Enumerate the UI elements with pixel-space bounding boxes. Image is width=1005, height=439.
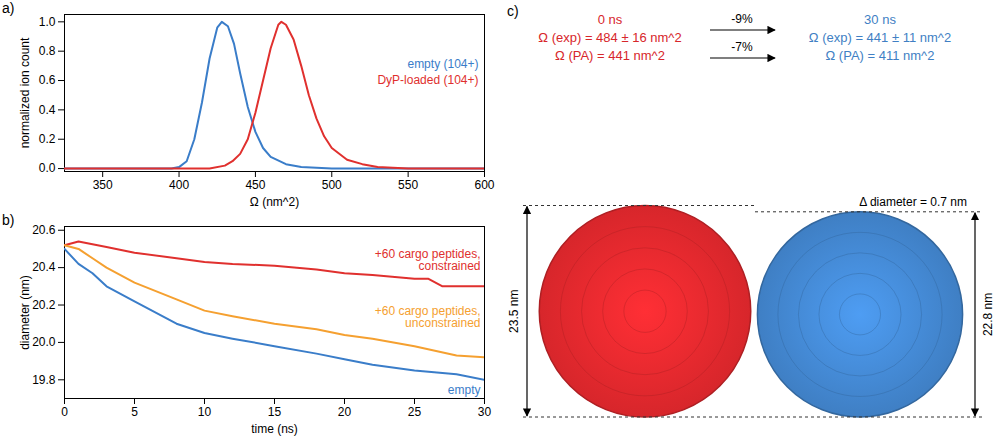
svg-text:20.6: 20.6 (32, 223, 56, 237)
svg-text:1.0: 1.0 (39, 15, 56, 29)
svg-text:20.4: 20.4 (32, 260, 56, 274)
svg-text:Ω (nm^2): Ω (nm^2) (250, 195, 299, 209)
svg-text:500: 500 (322, 178, 342, 192)
svg-text:350: 350 (93, 178, 113, 192)
svg-text:20: 20 (338, 405, 352, 419)
svg-text:normalized ion count: normalized ion count (18, 37, 32, 148)
svg-text:Ω (exp) = 484 ± 16 nm^2: Ω (exp) = 484 ± 16 nm^2 (538, 30, 681, 45)
svg-text:DyP-loaded (104+): DyP-loaded (104+) (377, 73, 478, 87)
svg-text:-7%: -7% (731, 40, 753, 54)
svg-text:Ω (PA) = 441 nm^2: Ω (PA) = 441 nm^2 (555, 48, 665, 63)
svg-text:0 ns: 0 ns (598, 12, 623, 27)
svg-text:Ω (PA) = 411 nm^2: Ω (PA) = 411 nm^2 (826, 48, 935, 63)
svg-text:20.2: 20.2 (32, 298, 56, 312)
svg-text:+60 cargo peptides,constrained: +60 cargo peptides,constrained (375, 247, 481, 273)
svg-text:30 ns: 30 ns (864, 12, 896, 27)
svg-text:Ω (exp) = 441 ± 11 nm^2: Ω (exp) = 441 ± 11 nm^2 (809, 30, 951, 45)
svg-text:0.0: 0.0 (39, 161, 56, 175)
svg-text:+60 cargo peptides,unconstrain: +60 cargo peptides,unconstrained (375, 304, 481, 330)
svg-text:0.6: 0.6 (39, 73, 56, 87)
svg-text:20.0: 20.0 (32, 335, 56, 349)
svg-text:25: 25 (408, 405, 422, 419)
svg-text:Δ diameter = 0.7 nm: Δ diameter = 0.7 nm (859, 195, 967, 209)
svg-text:diameter (nm): diameter (nm) (18, 275, 32, 350)
svg-text:5: 5 (131, 405, 138, 419)
svg-text:empty (104+): empty (104+) (407, 57, 478, 71)
html-text:a): a) (2, 0, 15, 16)
html-text:b): b) (2, 212, 15, 228)
svg-text:22.8 nm: 22.8 nm (981, 293, 995, 336)
svg-text:550: 550 (398, 178, 418, 192)
svg-text:time (ns): time (ns) (251, 422, 298, 436)
svg-text:15: 15 (268, 405, 282, 419)
svg-text:23.5 nm: 23.5 nm (507, 290, 521, 333)
svg-text:0.4: 0.4 (39, 103, 56, 117)
svg-text:-9%: -9% (731, 12, 753, 26)
svg-text:19.8: 19.8 (32, 373, 56, 387)
svg-text:0.8: 0.8 (39, 44, 56, 58)
svg-text:c): c) (507, 3, 519, 19)
svg-text:600: 600 (474, 178, 494, 192)
svg-text:30: 30 (478, 405, 492, 419)
svg-text:0: 0 (61, 405, 68, 419)
svg-text:450: 450 (245, 178, 265, 192)
svg-text:10: 10 (198, 405, 212, 419)
svg-text:400: 400 (169, 178, 189, 192)
svg-text:0.2: 0.2 (39, 132, 56, 146)
svg-text:empty: empty (448, 383, 481, 397)
